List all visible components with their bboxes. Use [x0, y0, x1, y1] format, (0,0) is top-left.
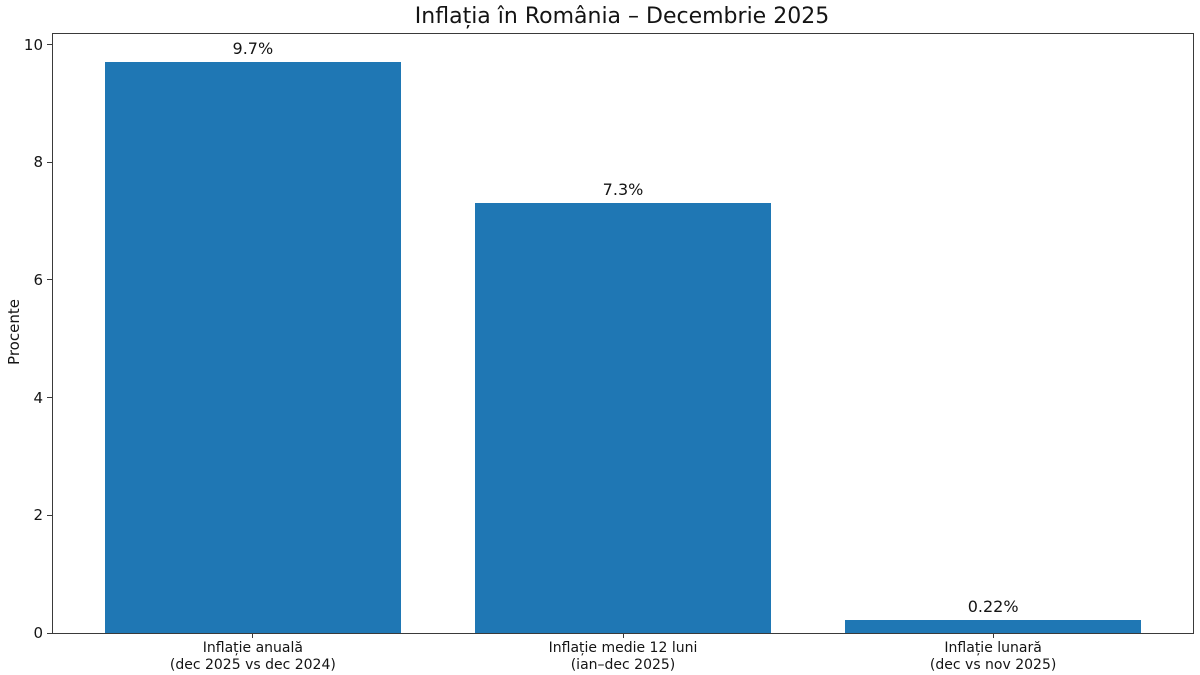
x-tick-label: Inflație lunară (dec vs nov 2025) [929, 640, 1057, 673]
y-tick-mark [47, 161, 52, 163]
bar [845, 620, 1142, 633]
y-tick-label: 10 [23, 35, 43, 54]
x-tick-mark [992, 633, 994, 638]
x-tick-label: Inflație medie 12 luni (ian–dec 2025) [548, 640, 698, 673]
y-tick-mark [47, 514, 52, 516]
x-tick-mark [622, 633, 624, 638]
plot-area: 0 2 4 6 8 10 9.7% Inflație anuală (dec 2025 vs … [24, 33, 1194, 673]
bar-value-label: 9.7% [232, 39, 274, 59]
chart-title: Inflația în România – Decembrie 2025 [414, 4, 830, 29]
y-tick-label: 6 [33, 270, 43, 289]
y-tick-mark [47, 632, 52, 634]
y-tick-mark [47, 44, 52, 46]
x-tick-label: Inflație anuală (dec 2025 vs dec 2024) [169, 640, 336, 673]
y-tick-label: 4 [33, 388, 43, 407]
bar-value-label: 0.22% [967, 597, 1019, 617]
y-tick-label: 8 [33, 153, 43, 172]
y-tick-label: 0 [33, 624, 43, 642]
bar-value-label: 7.3% [602, 180, 644, 200]
bar [474, 203, 772, 633]
y-tick-mark [47, 397, 52, 399]
bar [104, 62, 401, 633]
y-tick-mark [47, 279, 52, 281]
y-tick-label: 2 [33, 506, 43, 525]
x-tick-mark [252, 633, 254, 638]
y-axis-label: Procente [5, 299, 23, 365]
